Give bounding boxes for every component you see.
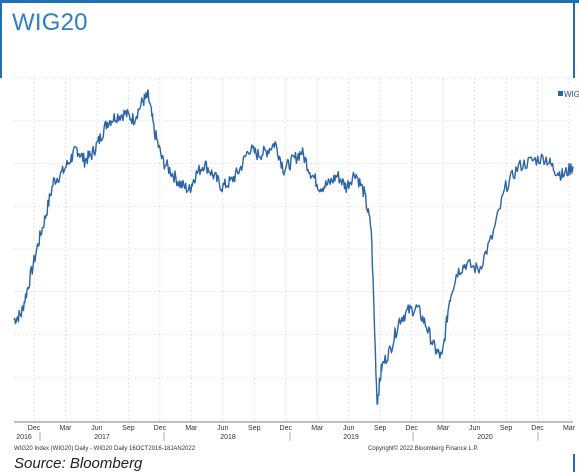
x-tick-label: Mar (59, 425, 72, 432)
x-tick-label: Dec (28, 425, 41, 432)
x-tick-label: Sep (248, 425, 261, 432)
right-rule-bottom (573, 454, 575, 472)
x-tick-label: Sep (122, 425, 135, 432)
x-axis: Dec Mar Jun Sep Dec Mar Jun Sep Dec Mar Jun Sep Dec M… (14, 421, 576, 441)
x-tick-label: Dec (531, 425, 544, 432)
footer-right: Copyright© 2022 Bloomberg Finance L.P. (368, 445, 479, 452)
legend-swatch (558, 91, 563, 96)
x-tick-label: Mar (437, 425, 450, 432)
legend-label: WIG (564, 90, 579, 99)
x-tick-label: Jun (343, 425, 354, 432)
right-rule (573, 3, 575, 78)
x-tick-label: Sep (374, 425, 387, 432)
x-year-label: 2016 (16, 434, 32, 441)
left-rule (0, 3, 2, 78)
x-year-label: 2017 (94, 434, 110, 441)
x-year-label: 2019 (343, 434, 359, 441)
x-tick-label: Jun (217, 425, 228, 432)
top-rule (0, 0, 579, 3)
x-year-label: 2020 (477, 434, 493, 441)
series-line-wig (13, 89, 574, 405)
grid-lines (14, 77, 573, 421)
x-tick-label: Mar (563, 425, 576, 432)
legend: WIG (558, 90, 579, 99)
footer-left: WIG20 Index (WIG20) Daily - WIG20 Daily … (14, 446, 196, 452)
x-tick-label: Sep (500, 425, 513, 432)
x-tick-label: Dec (405, 425, 418, 432)
x-tick-label: Dec (280, 425, 293, 432)
chart-title: WIG20 (12, 9, 88, 36)
x-tick-label: Dec (154, 425, 167, 432)
x-tick-label: Mar (311, 425, 324, 432)
x-tick-label: Jun (91, 425, 102, 432)
x-tick-label: Mar (185, 425, 198, 432)
x-year-label: 2018 (220, 434, 236, 441)
x-tick-label: Jun (469, 425, 480, 432)
source-note: Source: Bloomberg (14, 455, 143, 472)
